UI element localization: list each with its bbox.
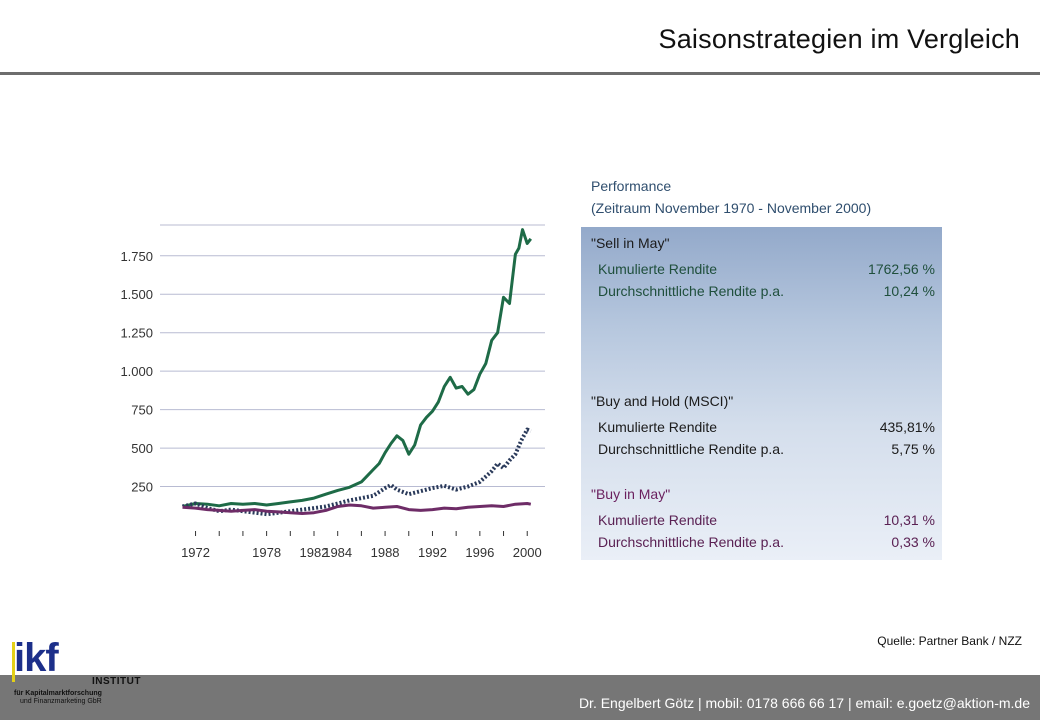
row-label: Durchschnittliche Rendite p.a. [598,283,784,299]
buy-and-hold-annual-row: Durchschnittliche Rendite p.a. 5,75 % [598,441,935,457]
buy-and-hold-cumulative-row: Kumulierte Rendite 435,81% [598,419,935,435]
x-tick-label: 1992 [418,545,447,560]
x-tick-label: 1972 [181,545,210,560]
ikf-logo: ikf INSTITUT für Kapitalmarktforschung u… [8,636,143,705]
performance-period: (Zeitraum November 1970 - November 2000) [591,200,872,216]
y-tick-label: 1.000 [120,364,153,379]
row-value: 435,81% [879,419,935,435]
row-value: 0,33 % [891,534,935,550]
y-tick-label: 500 [131,441,153,456]
x-tick-label: 1982 [300,545,329,560]
row-value: 1762,56 % [868,261,935,277]
y-tick-label: 1.500 [120,287,153,302]
row-label: Kumulierte Rendite [598,512,718,528]
logo-institut: INSTITUT [92,676,141,687]
logo-line-1: für Kapitalmarktforschung [14,690,102,697]
performance-panel: "Sell in May" Kumulierte Rendite 1762,56… [581,227,942,560]
x-tick-label: 1988 [371,545,400,560]
footer-contact: Dr. Engelbert Götz | mobil: 0178 666 66 … [578,695,1030,711]
x-tick-label: 1978 [252,545,281,560]
group-title-buy-in-may: "Buy in May" [591,486,671,502]
buy-in-may-cumulative-row: Kumulierte Rendite 10,31 % [598,512,935,528]
y-tick-label: 1.750 [120,249,153,264]
sell-in-may-annual-row: Durchschnittliche Rendite p.a. 10,24 % [598,283,935,299]
row-label: Durchschnittliche Rendite p.a. [598,534,784,550]
x-tick-label: 1984 [323,545,352,560]
performance-chart: 250 500 750 1.000 1.250 1.500 1.750 1972 1978 198… [120,224,545,560]
group-title-sell-in-may: "Sell in May" [591,235,670,251]
row-label: Kumulierte Rendite [598,261,718,277]
logo-line-2: und Finanzmarketing GbR [20,698,102,705]
performance-heading: Performance [591,178,672,194]
sell-in-may-line [182,228,532,508]
title-divider [0,72,1040,75]
y-tick-label: 1.250 [120,326,153,341]
group-title-buy-and-hold: "Buy and Hold (MSCI)" [591,393,734,409]
logo-accent-bar [12,642,15,682]
row-value: 10,31 % [883,512,935,528]
footer-bar: Dr. Engelbert Götz | mobil: 0178 666 66 … [0,675,1040,720]
x-tick-label: 1996 [465,545,494,560]
sell-in-may-cumulative-row: Kumulierte Rendite 1762,56 % [598,261,935,277]
row-label: Durchschnittliche Rendite p.a. [598,441,784,457]
performance-header: Performance (Zeitraum November 1970 - No… [591,175,871,219]
page-title: Saisonstrategien im Vergleich [658,24,1020,54]
x-tick-label: 2000 [513,545,542,560]
logo-wordmark: ikf [14,636,59,680]
y-tick-label: 750 [131,403,153,418]
buy-and-hold-line [182,427,532,517]
source-note: Quelle: Partner Bank / NZZ [877,634,1022,648]
row-value: 5,75 % [891,441,935,457]
row-value: 10,24 % [883,283,935,299]
buy-in-may-annual-row: Durchschnittliche Rendite p.a. 0,33 % [598,534,935,550]
buy-in-may-line [182,502,532,515]
row-label: Kumulierte Rendite [598,419,718,435]
y-tick-label: 250 [131,480,153,495]
